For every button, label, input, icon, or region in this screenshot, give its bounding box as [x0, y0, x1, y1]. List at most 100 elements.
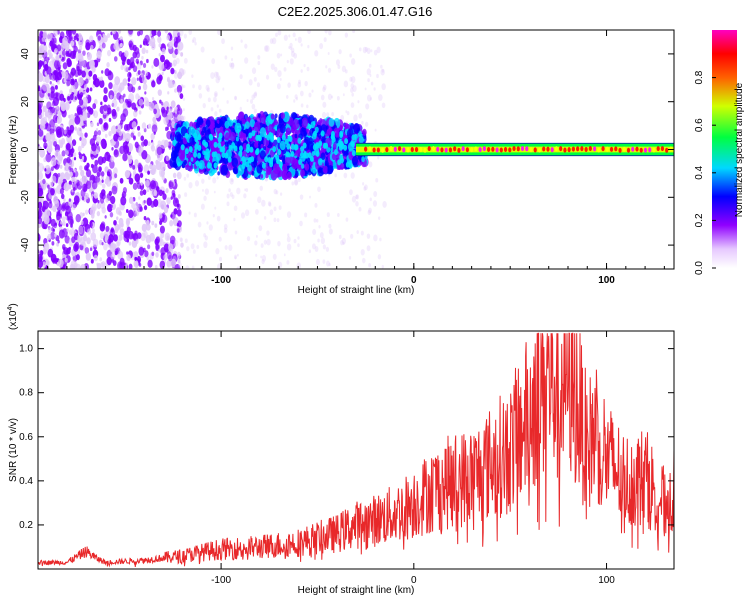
spectrogram-cell — [293, 178, 299, 186]
spectrogram-cell — [110, 156, 115, 163]
spectrogram-cell — [144, 91, 147, 95]
spectrogram-cell — [240, 125, 245, 131]
spectrogram-cell — [285, 151, 290, 158]
spectrogram-cell — [267, 201, 271, 207]
spectrogram-cell — [44, 145, 47, 150]
spectrogram-cell — [38, 187, 44, 197]
spectrogram-cell — [310, 121, 316, 129]
spectrogram-cell — [53, 140, 57, 147]
spectrogram-cell — [175, 57, 180, 65]
spectrogram-cell — [49, 181, 54, 188]
spectrogram-cell — [190, 243, 195, 250]
spectrogram-cell — [139, 190, 144, 196]
spectrogram-cell — [202, 126, 207, 133]
spectrogram-cell — [67, 129, 72, 136]
spectrogram-cell — [105, 197, 109, 203]
spectrogram-cell — [179, 237, 183, 242]
spectrogram-cell — [192, 84, 195, 89]
spectrogram-cell — [56, 242, 59, 247]
spectrogram-cell — [379, 237, 382, 242]
snr-frame — [37, 330, 675, 570]
spectrogram-cell — [211, 151, 216, 158]
spectrogram-cell — [343, 158, 347, 164]
spectrogram-cell — [59, 209, 63, 214]
spectrogram-cell — [120, 196, 127, 206]
spectrogram-cell — [361, 156, 365, 163]
spectrogram-cell — [69, 171, 73, 177]
spectrogram-cell — [98, 118, 103, 125]
spectrogram-cell — [152, 116, 157, 123]
spectrogram-cell — [71, 91, 74, 96]
spectrogram-cell — [151, 124, 158, 134]
spectrogram-cell — [204, 235, 208, 241]
spectrogram-cell — [170, 258, 177, 268]
spectrogram-cell — [138, 246, 145, 256]
spectrogram-cell — [50, 90, 56, 99]
spectrogram-cell — [254, 91, 258, 97]
spectrogram-cell — [157, 89, 162, 97]
spectrogram-cell — [240, 212, 246, 219]
spectrogram-cell — [350, 233, 354, 239]
spectrogram-cell — [258, 225, 263, 232]
spectrogram-cell — [151, 141, 155, 147]
spectrogram-cell — [368, 146, 372, 152]
spectrogram-cell — [177, 251, 181, 257]
spectrogram-cell — [97, 199, 100, 204]
spectrogram-cell — [158, 61, 165, 71]
spectrogram-cell — [317, 158, 323, 166]
spectrogram-cell — [198, 93, 203, 99]
spectrogram-cell — [273, 217, 277, 223]
spectrogram-cell — [328, 228, 333, 235]
spectrogram-cell — [328, 30, 332, 36]
spectrogram-cell — [344, 69, 348, 74]
spectrogram-cell — [64, 102, 70, 111]
spectrogram-cell — [353, 122, 361, 134]
spectrogram-cell — [380, 64, 383, 69]
spectrogram-cell — [348, 256, 352, 260]
spectrogram-cell — [381, 83, 386, 91]
spectrogram-cell — [150, 133, 155, 140]
spectrogram-cell — [83, 84, 88, 90]
colorbar-tick-label: 0.2 — [694, 213, 705, 227]
spectrogram-cell — [116, 106, 120, 112]
spectrogram-cell — [352, 30, 356, 34]
spectrogram-cell — [236, 187, 241, 195]
spectrogram-cell — [138, 145, 144, 153]
spectrogram-cell — [113, 167, 118, 175]
spectrogram-cell — [370, 49, 373, 53]
spectrogram-cell — [306, 104, 309, 109]
spectrogram-cell — [78, 98, 84, 106]
spectrogram-cell — [137, 131, 141, 137]
spectrogram-cell — [312, 228, 317, 236]
spectrogram-cell — [161, 47, 166, 55]
spectrogram-cell — [622, 146, 626, 152]
spectrogram-cell — [170, 211, 176, 220]
spectrogram-cell — [366, 245, 371, 252]
spectrogram-cell — [179, 93, 184, 100]
spectrogram-cell — [172, 139, 176, 146]
spectrogram-cell — [317, 119, 322, 126]
spectrogram-cell — [107, 169, 112, 177]
spectrogram-cell — [246, 98, 249, 103]
spectrogram-cell — [332, 143, 337, 150]
spectrogram-cell — [141, 47, 146, 55]
spectrogram-cell — [62, 203, 66, 209]
spectrogram-cell — [101, 140, 107, 149]
spectrogram-cell — [100, 76, 103, 81]
spectrogram-cell — [64, 171, 70, 180]
spectrogram-cell — [128, 177, 134, 185]
spectrogram-cell — [84, 132, 88, 138]
spectrogram-cell — [71, 79, 74, 84]
spectrogram-cell — [274, 119, 279, 126]
spectrogram-cell — [53, 59, 60, 70]
spectrogram-cell — [146, 256, 150, 261]
spectrogram-cell — [186, 173, 190, 178]
spectrogram-cell — [461, 146, 465, 152]
spectrogram-cell — [60, 193, 65, 200]
spectrogram-cell — [322, 101, 327, 108]
spectrogram-cell — [224, 245, 228, 251]
spectrogram-cell — [264, 156, 269, 163]
spectrogram-cell — [176, 30, 179, 34]
spectrogram-cell — [301, 117, 309, 128]
